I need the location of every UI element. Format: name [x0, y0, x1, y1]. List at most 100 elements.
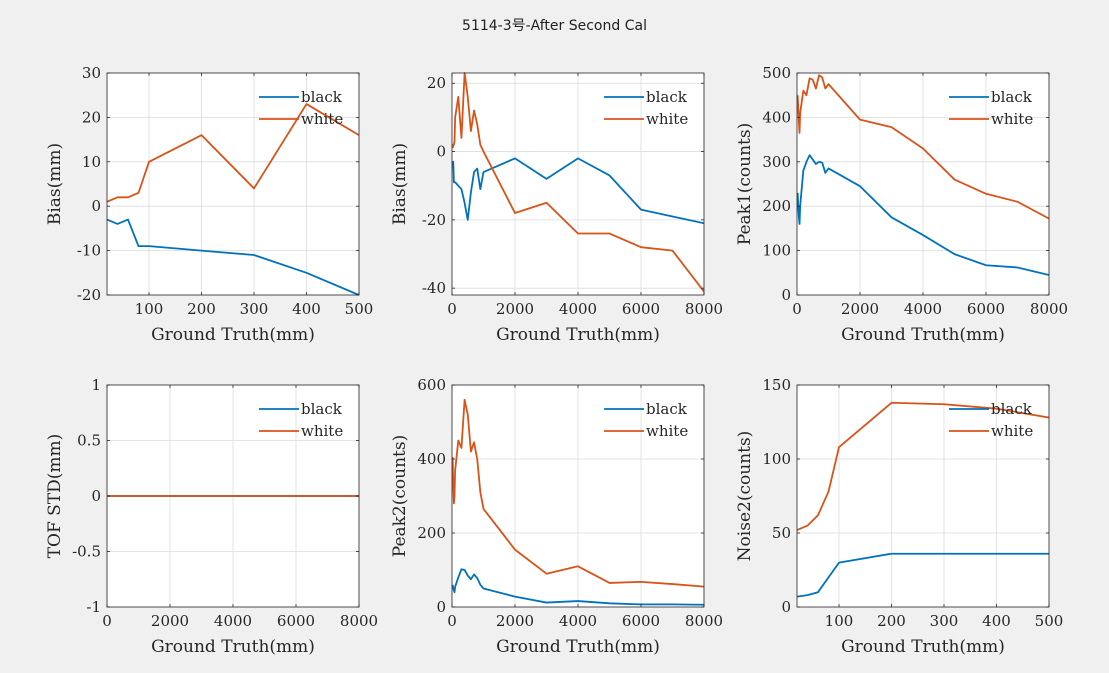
x-axis-label: Ground Truth(mm) [841, 637, 1005, 657]
series-group [797, 74, 1049, 276]
y-tick-label: 600 [417, 376, 446, 394]
series-line-black [797, 552, 1049, 598]
subplot-3: 0 2000 4000 6000 8000 0 100 200 300 400 500 Ground … [735, 64, 1068, 345]
x-axis-label: Ground Truth(mm) [841, 325, 1005, 345]
legend-label-white: white [991, 422, 1033, 440]
legend: black white [259, 88, 343, 128]
y-tick-label: -10 [77, 242, 101, 260]
y-tick-label: 0.5 [77, 432, 101, 450]
x-tick-label: 4000 [214, 612, 252, 630]
x-tick-label: 200 [187, 300, 216, 318]
x-tick-label: 0 [447, 300, 457, 318]
subplot-5: 0 2000 4000 6000 8000 0 200 400 600 Ground Truth(… [390, 376, 723, 657]
axes-box [106, 72, 360, 296]
legend: black white [949, 400, 1033, 440]
legend-label-black: black [301, 88, 343, 106]
x-tick-label: 4000 [559, 300, 597, 318]
y-tick-label: 0 [436, 598, 446, 616]
y-tick-label: 0 [91, 197, 101, 215]
x-tick-label: 2000 [841, 300, 879, 318]
legend-label-white: white [991, 110, 1033, 128]
x-tick-label: 0 [792, 300, 802, 318]
x-tick-label: 6000 [967, 300, 1005, 318]
x-tick-label: 500 [345, 300, 374, 318]
legend-label-white: white [646, 422, 688, 440]
legend-label-black: black [991, 88, 1033, 106]
y-tick-label: -0.5 [72, 543, 101, 561]
axes-box [796, 384, 1050, 608]
series-line-white [452, 398, 704, 588]
y-axis-label: Noise2(counts) [735, 431, 755, 562]
y-tick-label: 500 [762, 64, 791, 82]
x-tick-label: 200 [877, 612, 906, 630]
x-tick-label: 500 [1035, 612, 1064, 630]
y-axis-label: Peak2(counts) [390, 435, 410, 557]
x-tick-label: 2000 [496, 300, 534, 318]
series-group [107, 103, 359, 296]
series-group [797, 401, 1049, 598]
legend-label-white: white [301, 110, 343, 128]
x-tick-label: 4000 [559, 612, 597, 630]
x-tick-label: 4000 [904, 300, 942, 318]
x-tick-label: 8000 [685, 612, 723, 630]
y-tick-label: 100 [762, 450, 791, 468]
x-tick-label: 300 [240, 300, 269, 318]
y-tick-label: 100 [762, 242, 791, 260]
x-tick-label: 400 [982, 612, 1011, 630]
y-axis-label: Bias(mm) [45, 143, 65, 225]
y-tick-label: 400 [417, 450, 446, 468]
y-tick-label: 30 [82, 64, 101, 82]
y-tick-label: 300 [762, 153, 791, 171]
y-tick-label: 400 [762, 108, 791, 126]
subplot-1: 100 200 300 400 500 -20 -10 0 10 20 30 Ground Truth… [45, 64, 373, 345]
x-tick-label: 2000 [151, 612, 189, 630]
x-tick-label: 6000 [622, 300, 660, 318]
legend-label-white: white [646, 110, 688, 128]
y-tick-label: 0 [436, 143, 446, 161]
y-tick-label: -20 [422, 211, 446, 229]
legend: black white [604, 88, 688, 128]
y-tick-label: 10 [82, 153, 101, 171]
x-axis-label: Ground Truth(mm) [496, 637, 660, 657]
y-axis-label: TOF STD(mm) [45, 434, 65, 559]
legend: black white [259, 400, 343, 440]
y-tick-label: 0 [781, 286, 791, 304]
x-tick-label: 0 [102, 612, 112, 630]
x-axis-label: Ground Truth(mm) [151, 637, 315, 657]
series-line-white [797, 74, 1049, 220]
x-tick-label: 2000 [496, 612, 534, 630]
x-axis-label: Ground Truth(mm) [496, 325, 660, 345]
series-line-white [107, 103, 359, 203]
x-axis-label: Ground Truth(mm) [151, 325, 315, 345]
y-tick-label: 0 [781, 598, 791, 616]
y-tick-label: -40 [422, 279, 446, 297]
series-group [452, 72, 704, 293]
x-tick-label: 8000 [685, 300, 723, 318]
x-tick-label: 6000 [277, 612, 315, 630]
x-tick-label: 100 [825, 612, 854, 630]
y-tick-label: 200 [417, 524, 446, 542]
x-tick-label: 6000 [622, 612, 660, 630]
y-axis-label: Peak1(counts) [735, 123, 755, 245]
series-line-white [797, 401, 1049, 531]
y-tick-label: 20 [427, 74, 446, 92]
y-tick-label: 1 [91, 376, 101, 394]
series-line-black [107, 218, 359, 296]
legend: black white [604, 400, 688, 440]
x-tick-label: 8000 [1030, 300, 1068, 318]
series-group [452, 398, 704, 606]
plot-area [107, 73, 359, 295]
series-line-black [452, 568, 704, 606]
legend-label-white: white [301, 422, 343, 440]
legend-label-black: black [991, 400, 1033, 418]
subplot-6: 100 200 300 400 500 0 50 100 150 Ground Truth(mm)… [735, 376, 1063, 657]
legend-label-black: black [646, 88, 688, 106]
plot-area [797, 385, 1049, 607]
x-tick-label: 100 [135, 300, 164, 318]
x-tick-label: 400 [292, 300, 321, 318]
series-line-black [452, 157, 704, 225]
subplot-2: 0 2000 4000 6000 8000 -40 -20 0 20 Ground Truth(m… [390, 72, 723, 345]
series-line-white [452, 72, 704, 293]
legend-label-black: black [646, 400, 688, 418]
